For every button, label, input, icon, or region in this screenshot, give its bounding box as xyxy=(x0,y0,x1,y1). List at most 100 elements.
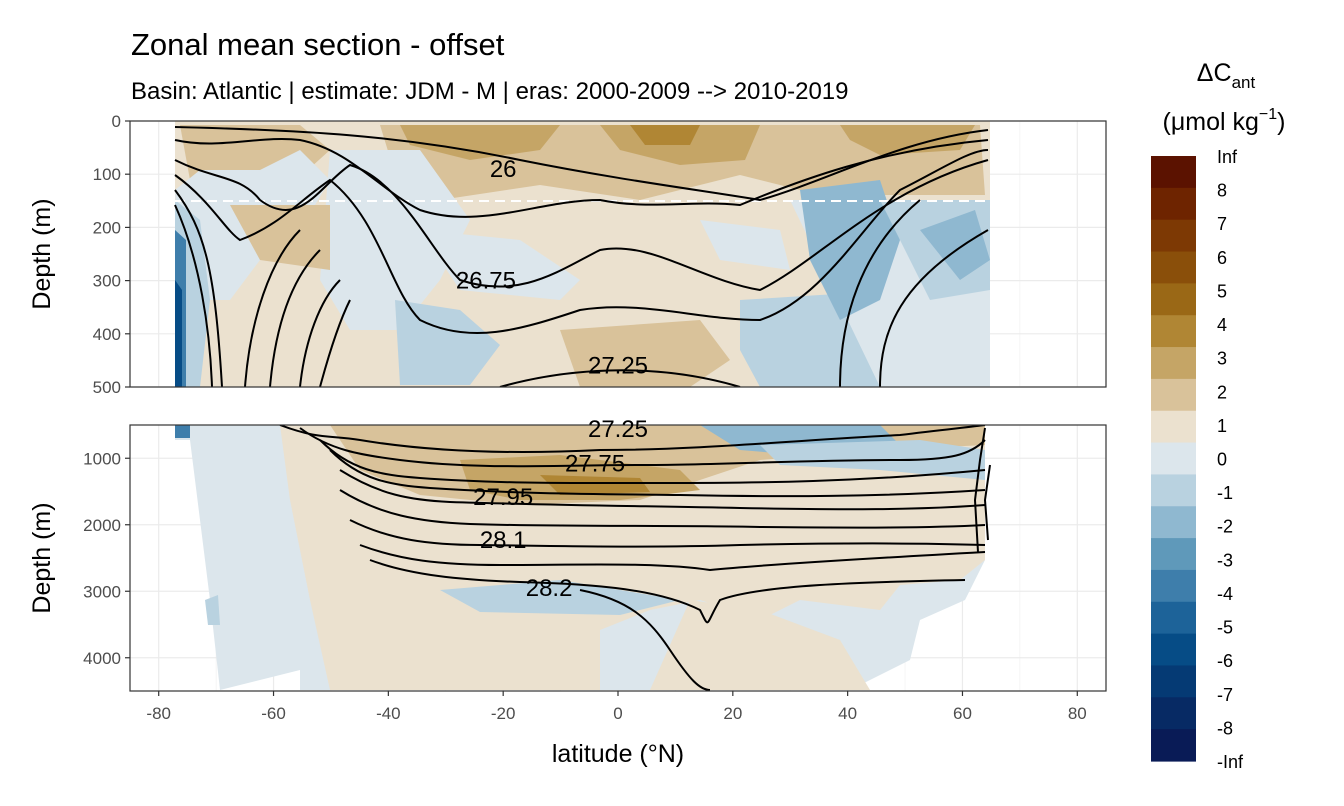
legend-colorbar: Inf 8 7 6 5 4 3 2 1 0 -1 -2 -3 -4 -5 -6 -7 -8 -Inf xyxy=(1151,147,1244,772)
contour-label: 26 xyxy=(490,156,517,183)
x-tick-label: -60 xyxy=(261,704,286,723)
y-tick-label: 500 xyxy=(93,378,121,397)
contour-line xyxy=(174,189,223,387)
contour-line xyxy=(499,369,741,387)
legend-color-step xyxy=(1151,633,1196,667)
legend-unit-close: ) xyxy=(1277,108,1285,136)
legend-tick-label: 1 xyxy=(1217,416,1227,436)
legend-color-step xyxy=(1151,538,1196,571)
legend-color-step xyxy=(1151,569,1196,603)
contour-lines-lower xyxy=(279,425,991,691)
legend-tick-label: Inf xyxy=(1217,147,1238,167)
contour-label: 27.75 xyxy=(565,451,625,478)
contour-lines-upper xyxy=(174,126,989,387)
legend-tick-label: -3 xyxy=(1217,550,1233,570)
contour-label: 27.25 xyxy=(588,353,648,380)
legend-color-step xyxy=(1151,156,1196,189)
contour-line xyxy=(319,439,986,485)
upper-panel-field xyxy=(174,121,990,387)
contour-line xyxy=(359,544,986,572)
upper-panel: 0 100 200 300 400 500 xyxy=(93,112,1107,397)
field-patch xyxy=(700,220,790,270)
x-tick-label: -40 xyxy=(376,704,401,723)
legend-tick-label: 8 xyxy=(1217,181,1227,201)
legend-tick-label: 7 xyxy=(1217,214,1227,234)
contour-line xyxy=(349,519,986,548)
legend-tick-label: 3 xyxy=(1217,349,1227,369)
field-patch xyxy=(175,280,182,387)
legend: ΔCant (μmol kg−1) Inf 8 7 6 5 4 3 2 1 0 -1 -2 -3 -4 -5… xyxy=(1151,59,1285,772)
contour-line xyxy=(579,589,711,691)
contour-line xyxy=(279,425,986,453)
lower-panel: 1000 2000 3000 4000 xyxy=(83,424,1107,692)
legend-color-step xyxy=(1151,442,1196,476)
x-tick-label: 20 xyxy=(723,704,742,723)
y-axis-title-upper: Depth (m) xyxy=(28,198,56,309)
legend-tick-label: 2 xyxy=(1217,382,1227,402)
x-tick-label: 60 xyxy=(953,704,972,723)
field-patch xyxy=(420,230,580,300)
contour-line xyxy=(369,559,966,624)
y-tick-label: 0 xyxy=(112,112,121,131)
legend-color-step xyxy=(1151,729,1196,762)
field-patch xyxy=(800,180,900,320)
legend-tick-label: -Inf xyxy=(1217,752,1244,772)
contour-label: 27.95 xyxy=(473,484,533,511)
contour-label: 27.25 xyxy=(588,416,648,443)
legend-tick-label: -2 xyxy=(1217,517,1233,537)
field-patch xyxy=(840,125,975,155)
contour-line xyxy=(299,279,341,387)
contour-line xyxy=(339,469,986,511)
y-tick-label: 400 xyxy=(93,325,121,344)
legend-unit: (μmol kg−1) xyxy=(1163,106,1286,136)
legend-unit-main: (μmol kg xyxy=(1163,108,1259,136)
field-patch xyxy=(540,475,650,495)
field-patch xyxy=(440,580,680,615)
contour-label: 26.75 xyxy=(456,268,516,295)
legend-color-step xyxy=(1151,474,1196,507)
chart-subtitle: Basin: Atlantic | estimate: JDM - M | er… xyxy=(131,78,848,105)
x-axis-title: latitude (°N) xyxy=(552,740,684,768)
contour-line xyxy=(319,299,351,387)
contour-line xyxy=(269,249,321,387)
legend-color-step xyxy=(1151,219,1196,253)
y-tick-label: 100 xyxy=(93,165,121,184)
legend-color-step xyxy=(1151,378,1196,412)
legend-color-step xyxy=(1151,506,1196,539)
x-tick-label: 80 xyxy=(1068,704,1087,723)
field-patch xyxy=(400,125,560,160)
legend-title-main: ΔC xyxy=(1197,59,1232,87)
x-axis: -80 -60 -40 -20 0 20 40 60 80 xyxy=(146,691,1087,723)
x-tick-label: -20 xyxy=(491,704,516,723)
legend-tick-label: -1 xyxy=(1217,483,1233,503)
contour-line xyxy=(973,427,986,553)
contour-label: 28.1 xyxy=(480,527,527,554)
contour-line xyxy=(174,149,989,335)
legend-title: ΔCant xyxy=(1197,59,1256,92)
y-tick-label: 200 xyxy=(93,218,121,237)
contour-line xyxy=(329,449,986,498)
legend-tick-label: 0 xyxy=(1217,450,1227,470)
y-tick-label: 1000 xyxy=(83,449,121,468)
contour-label: 28.2 xyxy=(526,575,573,602)
legend-color-step xyxy=(1151,347,1196,380)
legend-color-step xyxy=(1151,601,1196,635)
field-patch xyxy=(205,595,220,625)
contour-line xyxy=(879,229,989,387)
contour-line xyxy=(244,229,301,387)
legend-tick-label: -6 xyxy=(1217,651,1233,671)
legend-title-subscript: ant xyxy=(1232,73,1256,92)
y-axis-title-lower: Depth (m) xyxy=(28,502,56,613)
x-tick-label: -80 xyxy=(146,704,171,723)
contour-line xyxy=(299,427,986,468)
field-patch xyxy=(650,600,870,690)
legend-color-step xyxy=(1151,315,1196,348)
y-tick-label: 4000 xyxy=(83,649,121,668)
upper-panel-border xyxy=(129,120,1107,388)
field-patch xyxy=(920,210,990,280)
contour-line xyxy=(174,137,989,218)
legend-tick-label: 6 xyxy=(1217,248,1227,268)
contour-line xyxy=(174,204,213,387)
contour-line xyxy=(983,464,991,541)
